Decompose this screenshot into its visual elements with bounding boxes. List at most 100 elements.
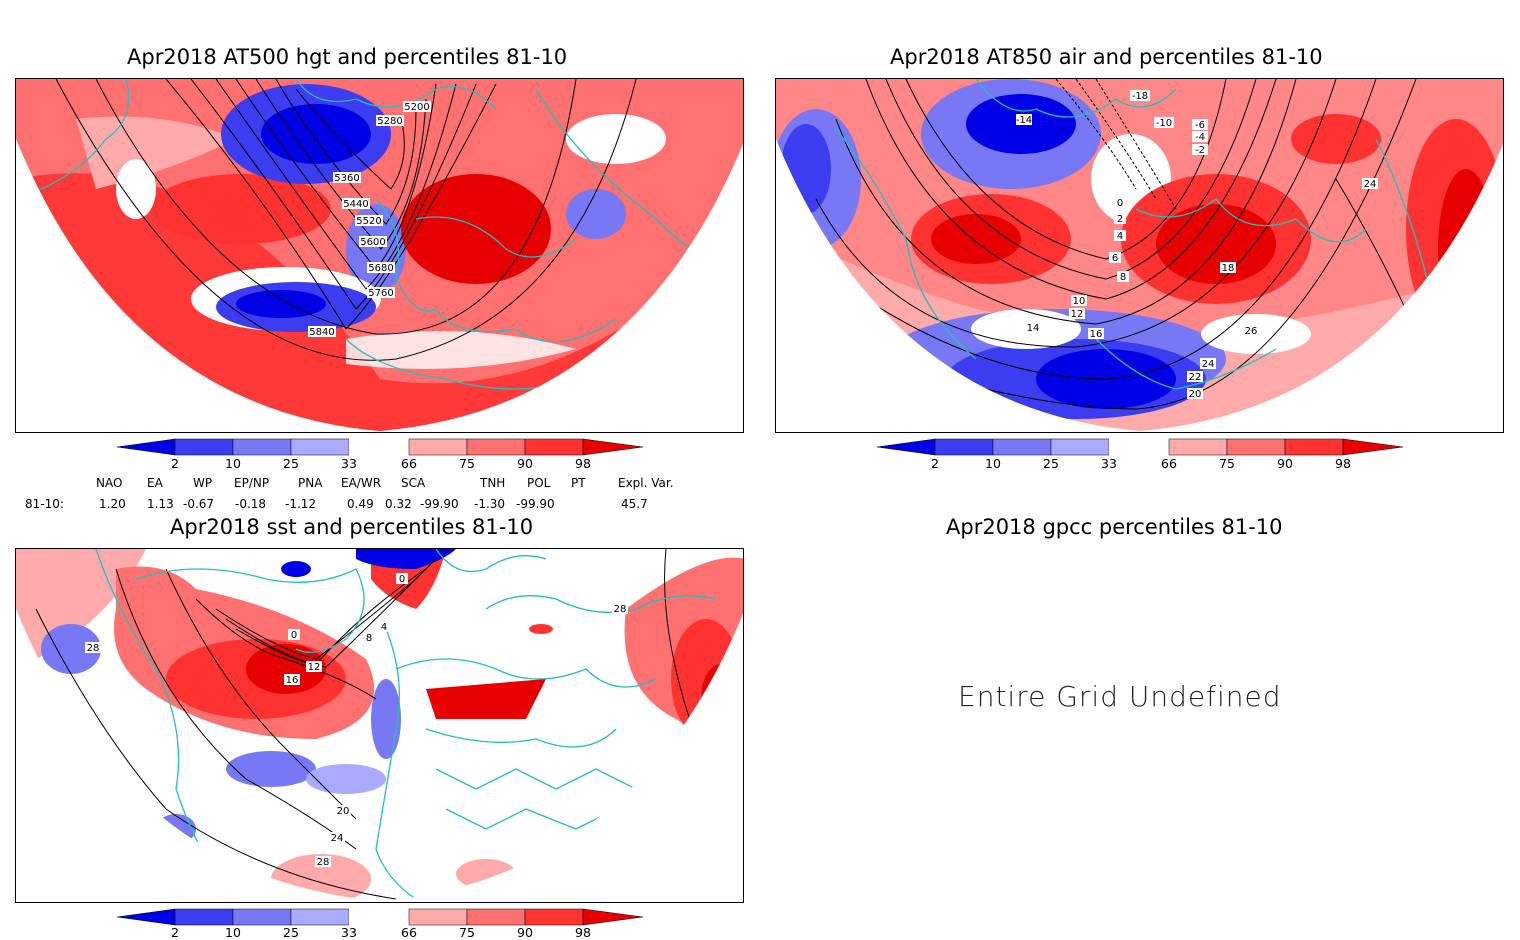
contour-label-12: 12	[1071, 309, 1084, 320]
contour-label-6: 6	[1112, 253, 1118, 264]
colorbar-label: 90	[1277, 456, 1293, 471]
contour-label-24b: 24	[1364, 179, 1377, 190]
contour-label-0b: 0	[399, 574, 405, 585]
contour-label-5840: 5840	[309, 327, 334, 338]
colorbar-sst: 2 10 25 33 66 75 90 98	[117, 908, 643, 940]
index-value: 1.20	[99, 497, 126, 511]
index-value: 0.49	[347, 497, 374, 511]
index-header: EA	[147, 476, 163, 490]
index-value: -1.12	[285, 497, 317, 511]
index-value: 45.7	[621, 497, 648, 511]
contour-label-24: 24	[1202, 359, 1215, 370]
contour-label-m14: -14	[1016, 115, 1032, 126]
map-panel-hgt500: 5200 5280 5360 5440 5520 5600 5680 5760 …	[15, 78, 744, 433]
index-header: PT	[571, 476, 586, 490]
index-header: PNA	[298, 476, 323, 490]
map-hgt500: 5200 5280 5360 5440 5520 5600 5680 5760 …	[16, 79, 743, 431]
contour-label-5760: 5760	[368, 288, 393, 299]
colorbar-label: 2	[931, 456, 939, 471]
index-header: TNH	[480, 476, 506, 490]
colorbar-label: 25	[283, 925, 299, 940]
contour-label-m6: -6	[1195, 120, 1205, 131]
contour-label-12: 12	[308, 662, 321, 673]
index-header: POL	[527, 476, 551, 490]
colorbar-label: 75	[459, 456, 475, 471]
contour-label-18: 18	[1222, 263, 1235, 274]
map-panel-sst: 28 16 12 8 4 0 0 20 24 28 28	[15, 548, 744, 903]
colorbar-label: 10	[225, 925, 241, 940]
contour-label-5600: 5600	[360, 237, 385, 248]
colorbar-label: 90	[517, 925, 533, 940]
contour-label-20: 20	[337, 806, 350, 817]
index-value: 0.32	[385, 497, 412, 511]
panel-3-title: Apr2018 sst and percentiles 81-10	[170, 515, 534, 539]
index-header: EP/NP	[234, 476, 270, 490]
index-header: SCA	[401, 476, 426, 490]
index-value: -99.90	[516, 497, 555, 511]
contour-label-24: 24	[331, 833, 344, 844]
index-header: EA/WR	[341, 476, 382, 490]
colorbar-label: 66	[1161, 456, 1177, 471]
contour-label-m2: -2	[1195, 145, 1205, 156]
contour-label-m10: -10	[1156, 118, 1172, 129]
contour-label-4: 4	[381, 622, 387, 633]
contour-label-5280: 5280	[377, 116, 402, 127]
contour-label-26: 26	[1245, 326, 1258, 337]
contour-label-2: 2	[1117, 214, 1123, 225]
index-value: -99.90	[420, 497, 459, 511]
colorbar-label: 33	[341, 456, 357, 471]
colorbar-label: 25	[283, 456, 299, 471]
colorbar-label: 10	[985, 456, 1001, 471]
panel-4-title: Apr2018 gpcc percentiles 81-10	[946, 515, 1283, 539]
colorbar-label: 75	[459, 925, 475, 940]
panel-1-title: Apr2018 AT500 hgt and percentiles 81-10	[127, 45, 568, 69]
contour-label-28b: 28	[317, 857, 330, 868]
contour-label-22: 22	[1189, 372, 1202, 383]
contour-label-5360: 5360	[334, 173, 359, 184]
contour-label-8: 8	[366, 633, 372, 644]
contour-label-0: 0	[291, 630, 297, 641]
colorbar-label: 2	[171, 925, 179, 940]
contour-label-m18: -18	[1132, 91, 1148, 102]
index-value: -0.18	[235, 497, 267, 511]
colorbar-hgt500: 2 10 25 33 66 75 90 98	[117, 438, 643, 471]
contour-label-4: 4	[1117, 231, 1123, 242]
contour-label-m4: -4	[1195, 132, 1205, 143]
panel-2-title: Apr2018 AT850 air and percentiles 81-10	[890, 45, 1323, 69]
undefined-grid-message: Entire Grid Undefined	[958, 680, 1282, 713]
contour-label-5200: 5200	[404, 102, 429, 113]
contour-label-10: 10	[1073, 296, 1086, 307]
colorbar-label: 66	[401, 456, 417, 471]
index-header: Expl. Var.	[618, 476, 674, 490]
map-air850: -14 -18 -10 -6 -4 -2 0 2 4 6 8 10 12 14 …	[776, 79, 1503, 431]
index-header: NAO	[96, 476, 123, 490]
index-header: WP	[193, 476, 213, 490]
index-value: -0.67	[183, 497, 215, 511]
contour-label-0: 0	[1117, 198, 1123, 209]
contour-label-16: 16	[1090, 329, 1103, 340]
colorbar-label: 90	[517, 456, 533, 471]
index-row-label: 81-10:	[25, 497, 64, 511]
contour-label-8: 8	[1120, 272, 1126, 283]
colorbar-label: 33	[341, 925, 357, 940]
contour-label-14: 14	[1027, 323, 1040, 334]
colorbar-label: 10	[225, 456, 241, 471]
colorbar-air850: 2 10 25 33 66 75 90 98	[877, 438, 1403, 471]
colorbar-label: 2	[171, 456, 179, 471]
contour-label-5440: 5440	[343, 199, 368, 210]
index-value: 1.13	[147, 497, 174, 511]
colorbar-label: 98	[575, 925, 591, 940]
colorbar-label: 98	[1335, 456, 1351, 471]
colorbar-label: 75	[1219, 456, 1235, 471]
contour-label-5680: 5680	[368, 263, 393, 274]
index-value: -1.30	[474, 497, 506, 511]
colorbar-label: 33	[1101, 456, 1117, 471]
colorbar-label: 25	[1043, 456, 1059, 471]
colorbar-label: 98	[575, 456, 591, 471]
contour-label-20: 20	[1189, 389, 1202, 400]
map-sst: 28 16 12 8 4 0 0 20 24 28 28	[16, 549, 743, 901]
contour-label-28a: 28	[87, 643, 100, 654]
contour-label-28c: 28	[614, 604, 627, 615]
colorbar-label: 66	[401, 925, 417, 940]
contour-label-5520: 5520	[356, 216, 381, 227]
